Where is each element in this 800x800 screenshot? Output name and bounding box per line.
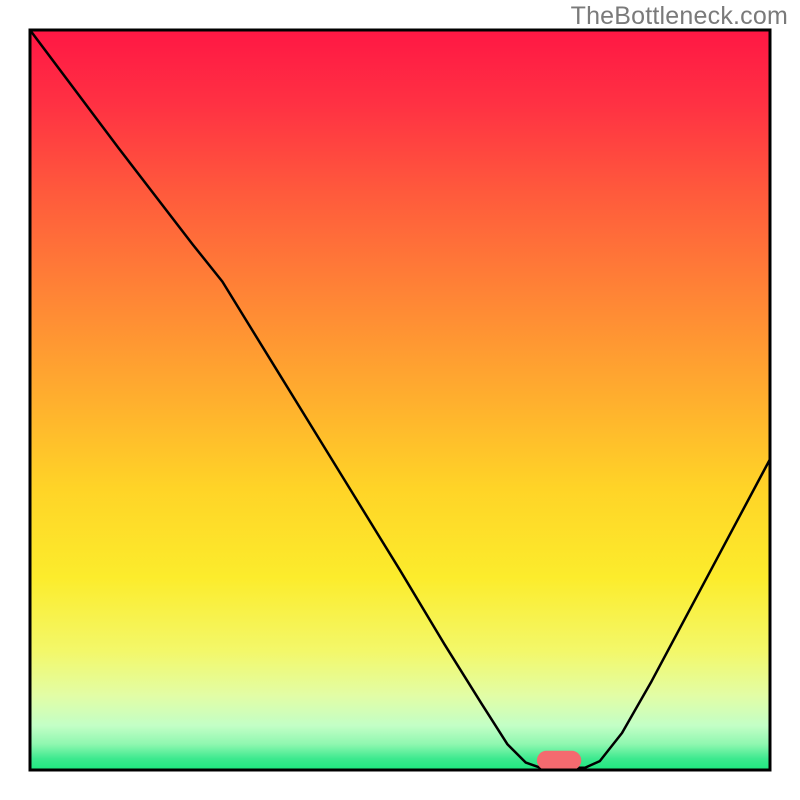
chart-root: TheBottleneck.com (0, 0, 800, 800)
plot-container (0, 0, 800, 800)
bottleneck-curve-chart (0, 0, 800, 800)
watermark-text: TheBottleneck.com (571, 2, 788, 31)
optimal-point-marker (537, 751, 581, 770)
gradient-background (30, 30, 770, 770)
